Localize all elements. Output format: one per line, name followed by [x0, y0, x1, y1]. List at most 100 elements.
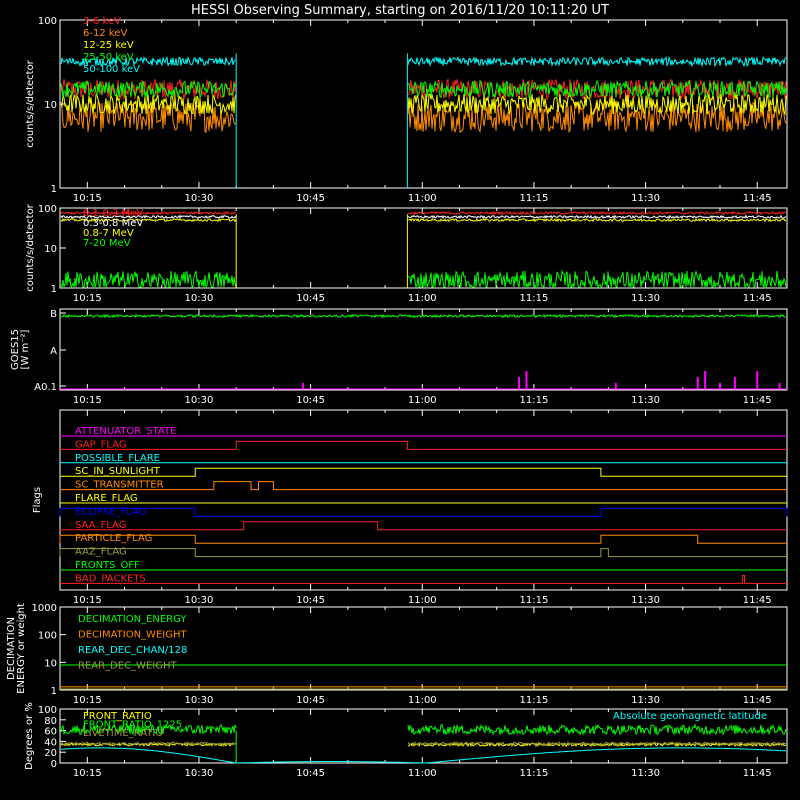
time-tick-label: 10:15 [73, 395, 102, 406]
legend-entry: 12-25 keV [83, 40, 134, 51]
y-tick-label: 100 [38, 16, 57, 27]
time-tick-label: 11:30 [631, 768, 660, 779]
y-axis-label: Flags [32, 487, 43, 513]
y-tick-label: 1 [51, 686, 57, 697]
time-tick-label: 11:30 [631, 595, 660, 606]
y-tick-label: 10 [44, 244, 57, 255]
y-axis-label-line2: ENERGY or weight [16, 603, 27, 694]
legend-entry: FRONT_RATIO [83, 711, 152, 722]
flag-label: SC_TRANSMITTER [75, 480, 164, 491]
flag-label: ECLIPSE_FLAG [75, 506, 146, 517]
time-tick-label: 10:15 [73, 768, 102, 779]
y-tick-label: 1 [51, 284, 57, 295]
time-tick-label: 11:30 [631, 695, 660, 706]
y-tick-label: A0.1 [34, 382, 57, 393]
flag-trace [59, 507, 788, 517]
time-tick-label: 10:45 [296, 293, 325, 304]
y-axis-label: counts/s/detector [25, 203, 36, 291]
geomagnetic-latitude-label: Absolute geomagnetic latitude [613, 711, 767, 722]
flag-trace [60, 467, 787, 477]
y-tick-label: B [50, 309, 57, 320]
legend-entry: REAR_DEC_CHAN/128 [78, 645, 187, 656]
y-tick-label: 20 [44, 748, 57, 759]
rate-trace [60, 217, 787, 223]
time-tick-label: 11:45 [743, 395, 772, 406]
time-tick-label: 11:45 [743, 193, 772, 204]
high-energy-rates-panel: 10:15 10:30 10:45 11:00 11:15 11:30 11:4510010… [25, 203, 788, 304]
time-tick-label: 11:00 [408, 595, 437, 606]
y-tick-label: 0 [51, 759, 57, 770]
time-tick-label: 11:15 [520, 695, 549, 706]
rate-trace [60, 210, 787, 216]
time-tick-label: 11:00 [408, 695, 437, 706]
legend-entry: 7-20 MeV [83, 238, 131, 249]
y-tick-label: 100 [38, 631, 57, 642]
time-tick-label: 11:15 [520, 395, 549, 406]
time-tick-label: 11:00 [408, 193, 437, 204]
geomagnetic-latitude-trace [60, 747, 786, 764]
legend-entry: LIVETIME_RATIO [83, 728, 163, 739]
legend-entry: 0.3-0.8 MeV [83, 218, 143, 229]
flag-trace [60, 521, 787, 531]
time-tick-label: 11:15 [520, 293, 549, 304]
flag-label: FLARE_FLAG [75, 493, 138, 504]
figure-title: HESSI Observing Summary, starting on 201… [191, 3, 609, 18]
goes-trace [60, 313, 787, 319]
panel-frame [59, 606, 788, 691]
flag-label: POSSIBLE_FLARE [75, 453, 160, 464]
time-tick-label: 10:15 [73, 293, 102, 304]
rate-trace [60, 79, 787, 99]
time-tick-label: 11:15 [520, 768, 549, 779]
y-tick-label: 1000 [32, 603, 57, 614]
goes-flux-panel: 10:15 10:30 10:45 11:00 11:15 11:30 11:45 B A A0.… [10, 308, 788, 406]
time-tick-label: 10:45 [296, 193, 325, 204]
legend-entry: 0.1-0.3 MeV [83, 208, 143, 219]
ratio-trace [60, 723, 787, 736]
y-tick-label: 80 [44, 716, 57, 727]
y-axis-label: GOES15 [10, 329, 21, 370]
legend-entry: 3-6 keV [83, 16, 121, 27]
y-axis-unit-label: [W m⁻²] [20, 329, 31, 369]
y-tick-label: 10 [44, 100, 57, 111]
legend-entry: DECIMATION_ENERGY [78, 614, 187, 625]
time-tick-label: 10:15 [73, 695, 102, 706]
legend-entry: 0.8-7 MeV [83, 228, 134, 239]
time-tick-label: 11:15 [520, 193, 549, 204]
y-tick-label: 40 [44, 737, 57, 748]
flag-trace [60, 574, 787, 584]
time-tick-label: 10:45 [296, 595, 325, 606]
y-tick-label: 60 [44, 727, 57, 738]
low-energy-rates-panel: 10:15 10:30 10:45 11:00 11:15 11:30 11:45 100 10… [25, 16, 788, 204]
flag-trace [60, 481, 787, 491]
flag-trace [60, 440, 787, 450]
time-tick-label: 11:15 [520, 595, 549, 606]
y-axis-label: Degrees or % [24, 702, 35, 770]
flags-panel: 10:15 10:30 10:45 11:00 11:15 11:30 11:45 Flags… [32, 409, 788, 606]
time-tick-label: 10:30 [185, 768, 214, 779]
flag-label: ATTENUATOR_STATE [75, 426, 176, 437]
flag-label: SC_IN_SUNLIGHT [75, 466, 161, 477]
time-tick-label: 10:45 [296, 768, 325, 779]
ratio-trace [60, 741, 787, 747]
time-tick-label: 10:45 [296, 395, 325, 406]
time-tick-label: 10:15 [73, 193, 102, 204]
time-tick-label: 11:45 [743, 768, 772, 779]
legend-entry: 6-12 keV [83, 28, 127, 39]
y-axis-label: counts/s/detector [25, 59, 36, 147]
time-tick-label: 10:30 [185, 293, 214, 304]
time-tick-label: 10:15 [73, 595, 102, 606]
decimation-panel: 10:15 10:30 10:45 11:00 11:15 11:30 11:45 1000 1… [6, 603, 788, 706]
time-tick-label: 11:30 [631, 293, 660, 304]
legend-entry: FRONT_RATIO_1225 [83, 720, 182, 731]
time-tick-label: 11:00 [408, 395, 437, 406]
legend-entry: 50-100 keV [83, 64, 140, 75]
y-tick-label: A [50, 346, 57, 357]
time-tick-label: 11:30 [631, 395, 660, 406]
panel-frame [59, 409, 788, 591]
rate-trace [60, 101, 787, 134]
time-tick-label: 10:30 [185, 395, 214, 406]
ratios-panel: 10:15 10:30 10:45 11:00 11:15 11:30 11:45 10080… [24, 702, 788, 779]
y-axis-label: DECIMATION [6, 617, 17, 680]
flag-trace [59, 548, 787, 558]
